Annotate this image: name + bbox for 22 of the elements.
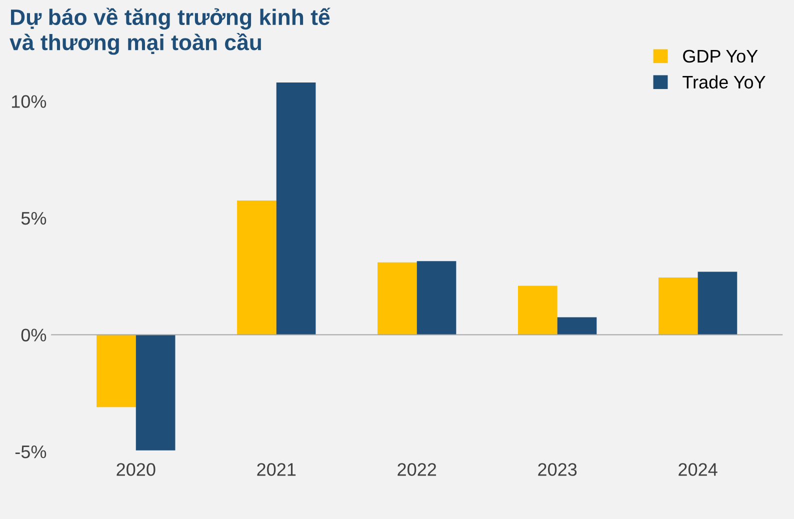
legend-label: GDP YoY [683, 50, 758, 63]
y-tick-label: -5% [15, 446, 46, 458]
x-tick-label: 2022 [398, 463, 436, 476]
x-tick-label: 2020 [116, 463, 156, 476]
y-tick-label: 0% [21, 328, 46, 342]
bar [96, 334, 136, 408]
bar [276, 82, 316, 335]
y-tick-label: 10% [12, 95, 46, 108]
bar [136, 334, 176, 450]
bar [416, 261, 456, 335]
bar [698, 272, 738, 335]
bar [237, 200, 276, 335]
bar [378, 262, 417, 335]
bar [658, 278, 698, 335]
x-tick-label: 2024 [678, 463, 718, 476]
y-tick-label: 5% [21, 212, 46, 225]
bar [557, 317, 597, 335]
chart-title: Dự báo về tăng trưởng kinh tế và thương mại toàn cầu [10, 8, 330, 55]
x-tick-label: 2021 [257, 463, 296, 476]
bar [518, 286, 558, 335]
legend-label: Trade YoY [682, 75, 766, 89]
x-tick-label: 2023 [538, 463, 577, 476]
